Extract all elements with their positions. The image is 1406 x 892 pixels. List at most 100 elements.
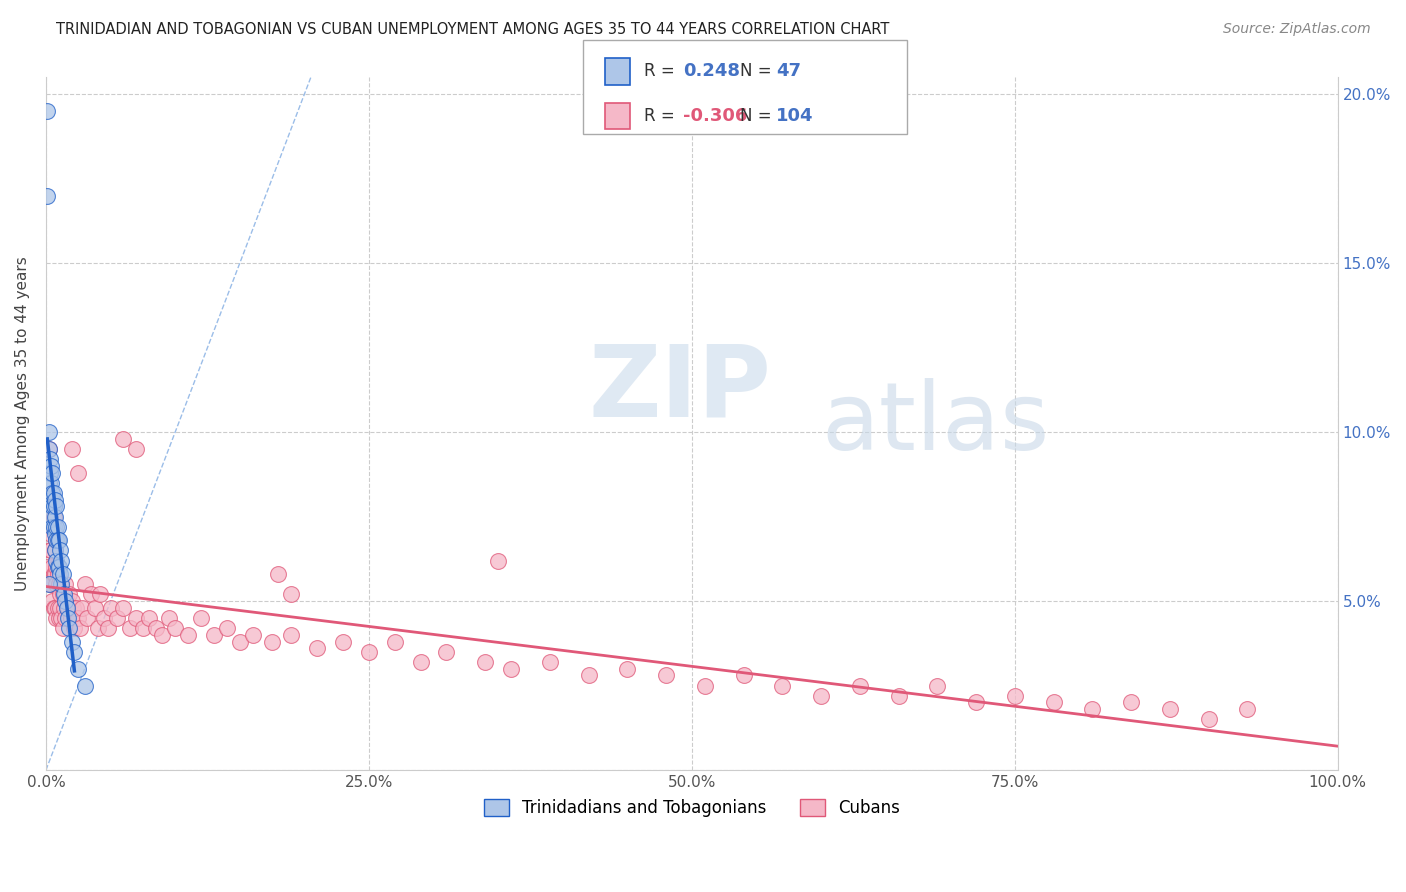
Point bbox=[38, 475, 60, 490]
Point bbox=[44, 509, 66, 524]
Text: Source: ZipAtlas.com: Source: ZipAtlas.com bbox=[1223, 22, 1371, 37]
Point bbox=[51, 553, 73, 567]
Point bbox=[965, 695, 987, 709]
Point bbox=[60, 594, 83, 608]
Point bbox=[38, 492, 60, 507]
Point bbox=[49, 543, 72, 558]
Point bbox=[38, 442, 60, 456]
Point bbox=[58, 587, 80, 601]
Point bbox=[41, 594, 63, 608]
Point bbox=[51, 577, 73, 591]
Point bbox=[62, 600, 84, 615]
Point bbox=[38, 509, 60, 524]
Point bbox=[1236, 702, 1258, 716]
Point bbox=[46, 560, 69, 574]
Point bbox=[42, 567, 65, 582]
Point bbox=[132, 621, 155, 635]
Point bbox=[42, 520, 65, 534]
Point bbox=[105, 611, 128, 625]
Text: N =: N = bbox=[740, 62, 776, 80]
Text: atlas: atlas bbox=[821, 377, 1049, 470]
Point bbox=[770, 679, 793, 693]
Point bbox=[125, 611, 148, 625]
Point bbox=[45, 577, 67, 591]
Point bbox=[157, 611, 180, 625]
Point bbox=[42, 600, 65, 615]
Point bbox=[46, 520, 69, 534]
Point bbox=[927, 679, 949, 693]
Point bbox=[46, 533, 69, 548]
Text: -0.306: -0.306 bbox=[683, 107, 748, 125]
Point bbox=[93, 611, 115, 625]
Point bbox=[138, 611, 160, 625]
Text: R =: R = bbox=[644, 107, 681, 125]
Point bbox=[67, 466, 90, 480]
Point bbox=[44, 543, 66, 558]
Point bbox=[190, 611, 212, 625]
Point bbox=[202, 628, 225, 642]
Point bbox=[39, 526, 62, 541]
Point bbox=[55, 600, 77, 615]
Point bbox=[538, 655, 561, 669]
Point bbox=[58, 621, 80, 635]
Point bbox=[73, 577, 96, 591]
Point bbox=[145, 621, 167, 635]
Text: TRINIDADIAN AND TOBAGONIAN VS CUBAN UNEMPLOYMENT AMONG AGES 35 TO 44 YEARS CORRE: TRINIDADIAN AND TOBAGONIAN VS CUBAN UNEM… bbox=[56, 22, 890, 37]
Point bbox=[655, 668, 678, 682]
Point bbox=[67, 611, 90, 625]
Point bbox=[44, 600, 66, 615]
Point bbox=[215, 621, 238, 635]
Point bbox=[1159, 702, 1181, 716]
Point bbox=[810, 689, 832, 703]
Point bbox=[45, 500, 67, 514]
Point bbox=[41, 486, 63, 500]
Point bbox=[48, 533, 70, 548]
Text: N =: N = bbox=[740, 107, 776, 125]
Point bbox=[49, 600, 72, 615]
Point bbox=[84, 600, 107, 615]
Point bbox=[37, 188, 59, 202]
Y-axis label: Unemployment Among Ages 35 to 44 years: Unemployment Among Ages 35 to 44 years bbox=[15, 256, 30, 591]
Point bbox=[150, 628, 173, 642]
Point bbox=[1081, 702, 1104, 716]
Point bbox=[49, 587, 72, 601]
Point bbox=[409, 655, 432, 669]
Point bbox=[474, 655, 496, 669]
Point bbox=[53, 577, 76, 591]
Text: R =: R = bbox=[644, 62, 681, 80]
Point bbox=[39, 492, 62, 507]
Point bbox=[44, 567, 66, 582]
Point bbox=[39, 475, 62, 490]
Point bbox=[733, 668, 755, 682]
Point bbox=[39, 543, 62, 558]
Point bbox=[1119, 695, 1142, 709]
Point bbox=[60, 634, 83, 648]
Point bbox=[69, 621, 91, 635]
Point bbox=[242, 628, 264, 642]
Point bbox=[1042, 695, 1064, 709]
Point bbox=[53, 587, 76, 601]
Point bbox=[44, 543, 66, 558]
Text: 104: 104 bbox=[776, 107, 814, 125]
Point bbox=[307, 641, 329, 656]
Point bbox=[38, 466, 60, 480]
Point bbox=[67, 662, 90, 676]
Point bbox=[267, 567, 290, 582]
Point bbox=[46, 600, 69, 615]
Point bbox=[45, 533, 67, 548]
Text: 47: 47 bbox=[776, 62, 801, 80]
Point bbox=[38, 452, 60, 467]
Point bbox=[55, 594, 77, 608]
Point bbox=[52, 621, 75, 635]
Point bbox=[44, 526, 66, 541]
Point bbox=[38, 577, 60, 591]
Point bbox=[52, 587, 75, 601]
Point bbox=[332, 634, 354, 648]
Point bbox=[165, 621, 187, 635]
Point bbox=[53, 594, 76, 608]
Point bbox=[280, 628, 302, 642]
Point bbox=[48, 577, 70, 591]
Point bbox=[100, 600, 122, 615]
Legend: Trinidadians and Tobagonians, Cubans: Trinidadians and Tobagonians, Cubans bbox=[477, 792, 907, 824]
Point bbox=[37, 104, 59, 119]
